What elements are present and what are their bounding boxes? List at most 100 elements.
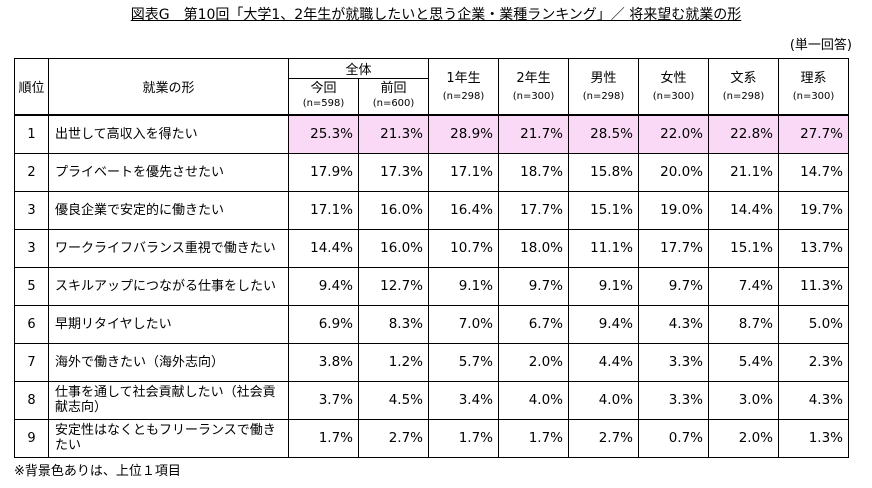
table-row: 6 早期リタイヤしたい 6.9% 8.3% 7.0% 6.7% 9.4% 4.3% 8.7% 5.…	[14, 304, 850, 344]
value-cell: 19.7%	[778, 190, 850, 230]
value-cell: 11.3%	[778, 266, 850, 306]
value-cell: 17.7%	[498, 190, 570, 230]
answer-type-label: (単一回答)	[789, 38, 852, 53]
footnote: ※背景色ありは、上位１項目	[14, 464, 181, 479]
value-cell: 21.1%	[708, 152, 780, 192]
header-col-humanities: 文系 (n=298)	[708, 58, 780, 116]
rank-cell: 7	[14, 342, 49, 382]
form-label-cell: プライベートを優先させたい	[48, 152, 289, 192]
value-cell: 13.7%	[778, 228, 850, 268]
value-cell: 5.0%	[778, 304, 850, 344]
table-row: 3 優良企業で安定的に働きたい 17.1% 16.0% 16.4% 17.7% 15.1% 1…	[14, 190, 850, 230]
header-overall: 全体	[287, 58, 430, 79]
value-cell: 21.3%	[357, 114, 430, 154]
table-title: 図表G 第10回「大学1、2年生が就職したいと思う企業・業種ランキング」／ 将来…	[130, 7, 742, 23]
rank-cell: 3	[14, 228, 49, 268]
rank-cell: 5	[14, 266, 49, 306]
value-cell: 11.1%	[568, 228, 640, 268]
header-col-male: 男性 (n=298)	[568, 58, 640, 116]
table-row: 9 安定性はなくともフリーランスで働きたい 1.7% 2.7% 1.7% 1.7% 2.7%…	[14, 418, 850, 458]
value-cell: 22.8%	[708, 114, 780, 154]
ranking-table: 順位 就業の形 全体 1年生 (n=298) 2年生 (n=300) 男性 (n…	[14, 58, 850, 458]
value-cell: 1.7%	[288, 418, 359, 458]
value-cell: 2.7%	[568, 418, 640, 458]
value-cell: 15.1%	[708, 228, 780, 268]
header-form: 就業の形	[48, 58, 289, 116]
value-cell: 4.5%	[357, 380, 430, 420]
form-label-cell: 出世して高収入を得たい	[48, 114, 289, 154]
value-cell: 9.7%	[498, 266, 570, 306]
header-col-n: (n=300)	[792, 90, 835, 102]
value-cell: 14.4%	[708, 190, 780, 230]
value-cell: 2.0%	[708, 418, 780, 458]
value-cell: 16.4%	[428, 190, 500, 230]
value-cell: 15.1%	[568, 190, 640, 230]
value-cell: 6.9%	[288, 304, 359, 344]
header-col-year2: 2年生 (n=300)	[498, 58, 570, 116]
value-cell: 3.8%	[288, 342, 359, 382]
form-label-cell: 海外で働きたい（海外志向）	[48, 342, 289, 382]
header-col-label: 1年生	[446, 70, 481, 86]
rank-cell: 1	[14, 114, 49, 154]
header-col-year1: 1年生 (n=298)	[428, 58, 500, 116]
value-cell: 3.3%	[638, 380, 710, 420]
value-cell: 3.4%	[428, 380, 500, 420]
value-cell: 17.3%	[357, 152, 430, 192]
form-label-cell: 優良企業で安定的に働きたい	[48, 190, 289, 230]
value-cell: 18.0%	[498, 228, 570, 268]
value-cell: 21.7%	[498, 114, 570, 154]
header-col-n: (n=300)	[512, 90, 555, 102]
value-cell: 7.4%	[708, 266, 780, 306]
value-cell: 9.4%	[568, 304, 640, 344]
value-cell: 1.2%	[357, 342, 430, 382]
value-cell: 5.4%	[708, 342, 780, 382]
value-cell: 3.3%	[638, 342, 710, 382]
rank-cell: 9	[14, 418, 49, 458]
value-cell: 9.1%	[428, 266, 500, 306]
value-cell: 2.0%	[498, 342, 570, 382]
value-cell: 16.0%	[357, 190, 430, 230]
value-cell: 2.7%	[357, 418, 430, 458]
value-cell: 1.7%	[428, 418, 500, 458]
value-cell: 5.7%	[428, 342, 500, 382]
header-col-female: 女性 (n=300)	[638, 58, 710, 116]
value-cell: 17.1%	[428, 152, 500, 192]
header-col-previous: 前回 (n=600)	[357, 78, 430, 116]
form-label-cell: ワークライフバランス重視で働きたい	[48, 228, 289, 268]
value-cell: 10.7%	[428, 228, 500, 268]
table-row: 7 海外で働きたい（海外志向） 3.8% 1.2% 5.7% 2.0% 4.4% 3.3% 5.…	[14, 342, 850, 382]
header-col-label: 男性	[590, 70, 617, 86]
header-col-label: 理系	[800, 70, 827, 86]
header-col-science: 理系 (n=300)	[778, 58, 850, 116]
value-cell: 3.7%	[288, 380, 359, 420]
value-cell: 14.7%	[778, 152, 850, 192]
value-cell: 3.0%	[708, 380, 780, 420]
form-label-cell: 仕事を通して社会貢献したい（社会貢献志向）	[48, 380, 289, 420]
value-cell: 12.7%	[357, 266, 430, 306]
header-col-n: (n=298)	[442, 90, 485, 102]
value-cell: 2.3%	[778, 342, 850, 382]
value-cell: 6.7%	[498, 304, 570, 344]
header-col-current: 今回 (n=598)	[288, 78, 359, 116]
value-cell: 4.3%	[778, 380, 850, 420]
value-cell: 15.8%	[568, 152, 640, 192]
value-cell: 4.4%	[568, 342, 640, 382]
value-cell: 0.7%	[638, 418, 710, 458]
value-cell: 4.0%	[498, 380, 570, 420]
value-cell: 18.7%	[498, 152, 570, 192]
value-cell: 20.0%	[638, 152, 710, 192]
form-label-cell: 早期リタイヤしたい	[48, 304, 289, 344]
header-col-n: (n=300)	[652, 90, 695, 102]
value-cell: 7.0%	[428, 304, 500, 344]
form-label-cell: 安定性はなくともフリーランスで働きたい	[48, 418, 289, 458]
rank-cell: 3	[14, 190, 49, 230]
header-col-label: 2年生	[516, 70, 551, 86]
rank-cell: 6	[14, 304, 49, 344]
rank-cell: 8	[14, 380, 49, 420]
value-cell: 27.7%	[778, 114, 850, 154]
value-cell: 28.9%	[428, 114, 500, 154]
table-row: 3 ワークライフバランス重視で働きたい 14.4% 16.0% 10.7% 18.0% 11…	[14, 228, 850, 268]
form-label-cell: スキルアップにつながる仕事をしたい	[48, 266, 289, 306]
value-cell: 4.3%	[638, 304, 710, 344]
value-cell: 1.7%	[498, 418, 570, 458]
